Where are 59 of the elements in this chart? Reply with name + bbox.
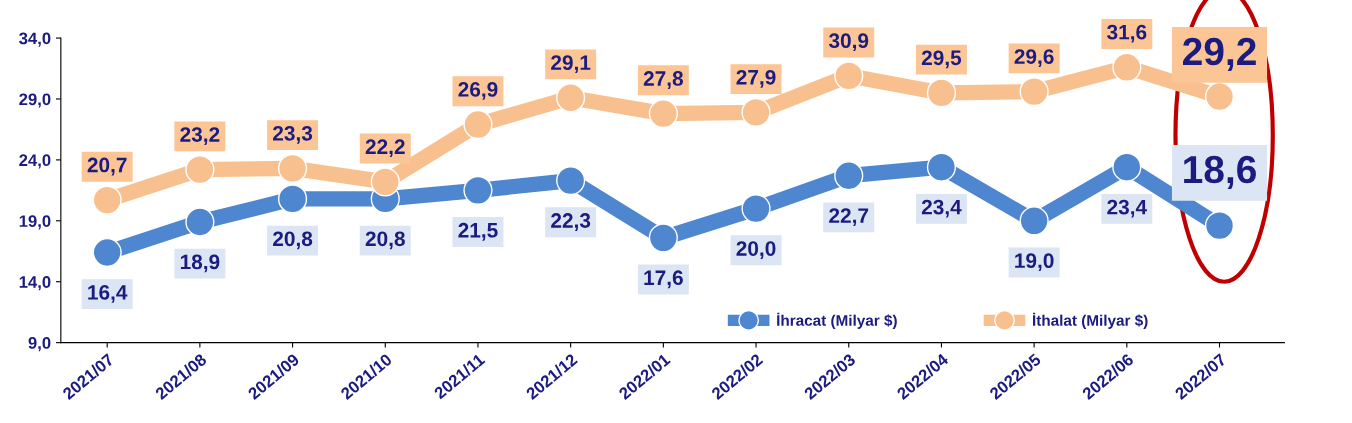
data-label: 18,9	[180, 254, 220, 273]
point	[463, 109, 493, 140]
data-label: 27,9	[736, 69, 776, 88]
point	[1204, 211, 1235, 241]
data-label: 22,2	[365, 139, 405, 158]
point	[277, 184, 308, 214]
data-label: 27,8	[643, 71, 683, 89]
data-label: 19,0	[1015, 253, 1054, 272]
data-label: 18,6	[1184, 155, 1256, 189]
point	[1112, 52, 1142, 82]
point	[1204, 81, 1235, 112]
point	[926, 152, 957, 182]
data-label: 23,3	[273, 125, 313, 144]
legend-label: İhracat (Milyar $)	[777, 312, 897, 329]
y-tick-label: 19,0	[19, 215, 51, 230]
data-label: 29,2	[1183, 37, 1256, 71]
data-label: 17,6	[644, 270, 683, 289]
point	[648, 223, 678, 253]
point	[648, 99, 678, 129]
data-label: 20,7	[87, 157, 127, 176]
point	[556, 83, 586, 113]
data-label: 23,4	[921, 199, 962, 218]
point	[1019, 77, 1049, 107]
point	[92, 185, 122, 215]
data-label: 23,2	[180, 127, 220, 145]
data-label: 29,5	[921, 50, 962, 69]
y-tick-label: 34,0	[19, 32, 51, 47]
data-label: 20,0	[736, 241, 776, 259]
data-label: 16,4	[88, 284, 128, 303]
point	[926, 78, 957, 108]
data-label: 22,3	[551, 213, 591, 231]
data-label: 23,4	[1107, 199, 1147, 218]
point	[834, 61, 864, 91]
point	[741, 194, 771, 224]
y-tick-label: 29,0	[19, 93, 51, 108]
point	[277, 153, 308, 184]
data-label: 30,9	[828, 33, 869, 52]
data-label: 20,8	[365, 231, 405, 250]
y-tick-label: 14,0	[19, 276, 51, 291]
point	[92, 237, 122, 268]
point	[1019, 206, 1049, 236]
point	[1112, 152, 1142, 182]
data-label: 26,9	[458, 82, 498, 100]
point	[834, 161, 864, 191]
y-tick-label: 24,0	[19, 154, 51, 169]
data-label: 31,6	[1107, 24, 1147, 43]
data-label: 22,7	[829, 208, 869, 227]
y-tick-label: 9,0	[28, 337, 51, 352]
data-label: 29,6	[1014, 49, 1054, 67]
point	[185, 207, 215, 237]
legend-label: İthalat (Milyar $)	[1033, 312, 1148, 329]
data-label: 21,5	[458, 222, 498, 241]
data-label: 20,8	[273, 231, 313, 250]
point	[185, 155, 215, 185]
point	[370, 167, 400, 197]
point	[556, 166, 586, 196]
point	[463, 175, 493, 205]
point	[741, 97, 771, 127]
data-label: 29,1	[551, 55, 591, 74]
